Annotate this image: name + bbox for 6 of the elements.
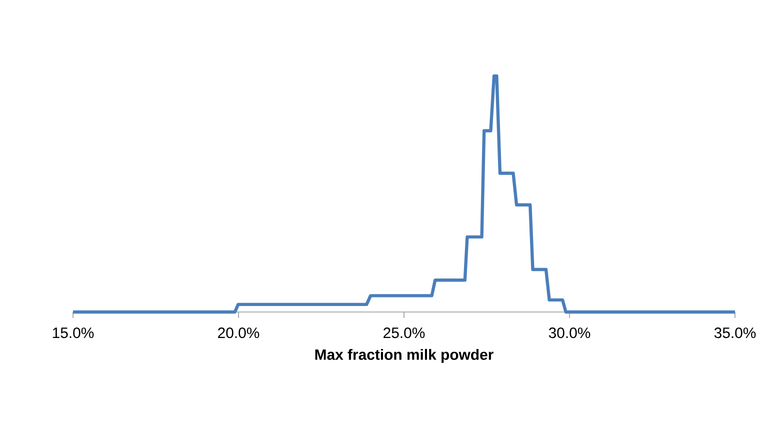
x-tick-label: 15.0%: [52, 328, 94, 338]
x-axis-title: Max fraction milk powder: [315, 348, 494, 363]
x-tick-label: 35.0%: [714, 328, 756, 338]
x-tick-label: 20.0%: [218, 328, 260, 338]
x-tick-label: 30.0%: [548, 328, 590, 338]
x-tick-label: 25.0%: [384, 328, 425, 338]
